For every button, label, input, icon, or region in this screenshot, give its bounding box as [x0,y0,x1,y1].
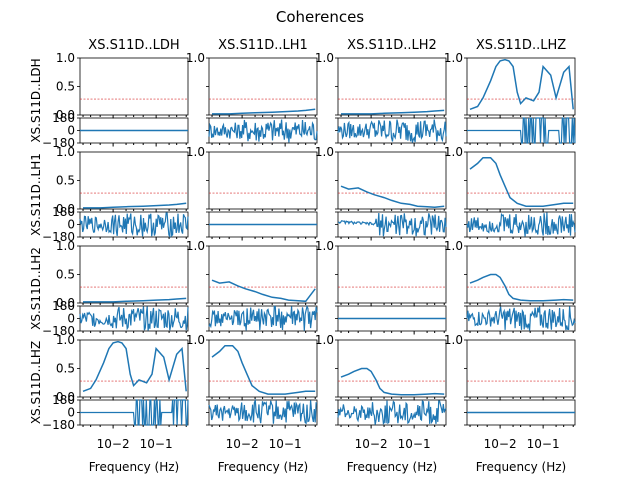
xlabel-xs-s11d-ldh: Frequency (Hz) [89,460,180,474]
coh-ytick-label-xs-s11d-lh1-vs-xs-s11d-ldh: 1.0 [56,145,75,159]
xtick-label-xs-s11d-lh1: 10−1 [269,437,302,451]
coherence-axes-xs-s11d-lhz-vs-xs-s11d-lhz [466,339,576,398]
coh-ytick-label-xs-s11d-lh2-vs-xs-s11d-ldh: 0.0 [56,296,75,310]
coherence-line-xs-s11d-lh1-vs-xs-s11d-lh2 [340,185,445,209]
phase-line-xs-s11d-ldh-vs-xs-s11d-lhz [467,117,576,144]
coh-ytick-label-xs-s11d-lh1-vs-xs-s11d-ldh: 0.0 [56,202,75,216]
phase-line-xs-s11d-lhz-vs-xs-s11d-lh2 [337,400,447,425]
phase-ytick-label-xs-s11d-lh1-vs-xs-s11d-ldh: 180 [52,205,75,219]
phase-ytick-label-xs-s11d-lh2-vs-xs-s11d-ldh: 0 [67,312,75,326]
xtick-label-xs-s11d-lh2: 10−2 [355,437,388,451]
coh-ytick-label-xs-s11d-lh1-vs-xs-s11d-lh1: 1.0 [186,145,205,159]
phase-line-xs-s11d-lh2-vs-xs-s11d-ldh [79,306,189,331]
phase-ytick-label-xs-s11d-lh1-vs-xs-s11d-ldh: 0 [67,218,75,232]
coherence-line-xs-s11d-ldh-vs-xs-s11d-lh2 [341,109,445,115]
phase-ytick-label-xs-s11d-lh2-vs-xs-s11d-ldh: 180 [52,299,75,313]
coherence-axes-xs-s11d-ldh-vs-xs-s11d-lh2 [337,57,447,116]
phase-line-xs-s11d-lh1-vs-xs-s11d-ldh [79,212,189,239]
coherence-axes-xs-s11d-lhz-vs-xs-s11d-ldh [79,339,189,398]
row-label-xs-s11d-lhz: XS.S11D..LHZ [29,341,43,424]
coh-ytick-label-xs-s11d-ldh-vs-xs-s11d-lh2: 1.0 [315,51,334,65]
coh-ytick-label-xs-s11d-lhz-vs-xs-s11d-lh2: 1.0 [315,333,334,347]
phase-line-xs-s11d-ldh-vs-xs-s11d-lh1 [208,119,318,143]
xtick-label-xs-s11d-ldh: 10−2 [97,437,130,451]
coh-ytick-label-xs-s11d-lh1-vs-xs-s11d-lhz: 1.0 [444,145,463,159]
phase-line-xs-s11d-lh2-vs-xs-s11d-lh1 [208,304,318,331]
phase-ytick-label-xs-s11d-ldh-vs-xs-s11d-ldh: 0 [67,124,75,138]
coh-ytick-label-xs-s11d-ldh-vs-xs-s11d-lh1: 1.0 [186,51,205,65]
coherence-axes-xs-s11d-lh1-vs-xs-s11d-lh2 [337,151,447,210]
phase-ytick-label-xs-s11d-lh2-vs-xs-s11d-ldh: −180 [42,324,75,338]
figure-title: Coherences [276,8,364,26]
phase-line-xs-s11d-lhz-vs-xs-s11d-lh1 [208,398,318,425]
coh-ytick-label-xs-s11d-lhz-vs-xs-s11d-ldh: 1.0 [56,333,75,347]
coherence-axes-xs-s11d-lhz-vs-xs-s11d-lh1 [208,339,318,398]
row-label-xs-s11d-ldh: XS.S11D..LDH [29,58,43,142]
coherence-axes-xs-s11d-lh1-vs-xs-s11d-lh1 [208,151,318,210]
phase-ytick-label-xs-s11d-lhz-vs-xs-s11d-ldh: −180 [42,418,75,432]
column-title-xs-s11d-lhz: XS.S11D..LHZ [476,38,566,53]
coh-ytick-label-xs-s11d-lhz-vs-xs-s11d-ldh: 0.0 [56,390,75,404]
coherence-line-xs-s11d-ldh-vs-xs-s11d-lh1 [212,108,316,115]
coherence-axes-xs-s11d-lh1-vs-xs-s11d-ldh [79,151,189,210]
xlabel-xs-s11d-lh1: Frequency (Hz) [218,460,309,474]
coh-ytick-label-xs-s11d-lh1-vs-xs-s11d-ldh: 0.5 [56,174,75,188]
coherence-line-xs-s11d-lh1-vs-xs-s11d-lhz [469,156,574,207]
coherence-line-xs-s11d-lh2-vs-xs-s11d-lhz [469,273,574,302]
xlabel-xs-s11d-lhz: Frequency (Hz) [476,460,567,474]
coherence-line-xs-s11d-lhz-vs-xs-s11d-ldh [82,340,187,393]
coh-ytick-label-xs-s11d-lhz-vs-xs-s11d-lh1: 1.0 [186,333,205,347]
coherence-axes-xs-s11d-lh2-vs-xs-s11d-lh1 [208,245,318,304]
row-label-xs-s11d-lh2: XS.S11D..LH2 [29,247,43,330]
column-title-xs-s11d-lh2: XS.S11D..LH2 [347,38,437,53]
xtick-label-xs-s11d-lhz: 10−2 [484,437,517,451]
coherence-axes-xs-s11d-lhz-vs-xs-s11d-lh2 [337,339,447,398]
xtick-label-xs-s11d-lh2: 10−1 [398,437,431,451]
coh-ytick-label-xs-s11d-lh2-vs-xs-s11d-ldh: 0.5 [56,268,75,282]
coh-ytick-label-xs-s11d-lh2-vs-xs-s11d-lh2: 1.0 [315,239,334,253]
coherence-axes-xs-s11d-lh2-vs-xs-s11d-lh2 [337,245,447,304]
xtick-label-xs-s11d-lh1: 10−2 [226,437,259,451]
xlabel-xs-s11d-lh2: Frequency (Hz) [347,460,438,474]
coherence-line-xs-s11d-ldh-vs-xs-s11d-lhz [469,58,574,111]
phase-line-xs-s11d-lhz-vs-xs-s11d-ldh [80,399,189,426]
coherence-line-xs-s11d-lhz-vs-xs-s11d-lh2 [340,367,445,396]
row-label-xs-s11d-lh1: XS.S11D..LH1 [29,153,43,236]
coherence-line-xs-s11d-lh1-vs-xs-s11d-ldh [83,202,187,209]
xtick-label-xs-s11d-ldh: 10−1 [140,437,173,451]
phase-line-xs-s11d-lh2-vs-xs-s11d-lhz [466,306,576,331]
coh-ytick-label-xs-s11d-lh2-vs-xs-s11d-lh1: 1.0 [186,239,205,253]
coherence-line-xs-s11d-lh2-vs-xs-s11d-ldh [83,297,187,303]
phase-ytick-label-xs-s11d-lhz-vs-xs-s11d-ldh: 180 [52,393,75,407]
coh-ytick-label-xs-s11d-lhz-vs-xs-s11d-ldh: 0.5 [56,362,75,376]
column-title-xs-s11d-lh1: XS.S11D..LH1 [218,38,308,53]
phase-line-xs-s11d-ldh-vs-xs-s11d-lh2 [337,119,447,143]
coherence-axes-xs-s11d-lh2-vs-xs-s11d-lhz [466,245,576,304]
coherence-axes-xs-s11d-lh1-vs-xs-s11d-lhz [466,151,576,210]
phase-ytick-label-xs-s11d-ldh-vs-xs-s11d-ldh: 180 [52,111,75,125]
coherence-axes-xs-s11d-lh2-vs-xs-s11d-ldh [79,245,189,304]
coh-ytick-label-xs-s11d-ldh-vs-xs-s11d-ldh: 1.0 [56,51,75,65]
coh-ytick-label-xs-s11d-lhz-vs-xs-s11d-lhz: 1.0 [444,333,463,347]
coh-ytick-label-xs-s11d-ldh-vs-xs-s11d-ldh: 0.5 [56,80,75,94]
coherence-line-xs-s11d-lh2-vs-xs-s11d-lh1 [211,279,316,303]
xtick-label-xs-s11d-lhz: 10−1 [527,437,560,451]
coh-ytick-label-xs-s11d-lh2-vs-xs-s11d-lhz: 1.0 [444,239,463,253]
phase-ytick-label-xs-s11d-ldh-vs-xs-s11d-ldh: −180 [42,136,75,150]
coherence-axes-xs-s11d-ldh-vs-xs-s11d-lh1 [208,57,318,116]
coh-ytick-label-xs-s11d-ldh-vs-xs-s11d-lhz: 1.0 [444,51,463,65]
phase-line-xs-s11d-lh1-vs-xs-s11d-lhz [466,212,576,237]
column-title-xs-s11d-ldh: XS.S11D..LDH [88,38,179,53]
phase-line-xs-s11d-lh1-vs-xs-s11d-lh2 [337,212,447,237]
coh-ytick-label-xs-s11d-lh1-vs-xs-s11d-lh2: 1.0 [315,145,334,159]
phase-ytick-label-xs-s11d-lhz-vs-xs-s11d-ldh: 0 [67,406,75,420]
coherence-line-xs-s11d-lhz-vs-xs-s11d-lh1 [211,344,316,395]
coh-ytick-label-xs-s11d-ldh-vs-xs-s11d-ldh: 0.0 [56,108,75,122]
coherence-axes-xs-s11d-ldh-vs-xs-s11d-ldh [79,57,189,116]
coh-ytick-label-xs-s11d-lh2-vs-xs-s11d-ldh: 1.0 [56,239,75,253]
coherence-axes-xs-s11d-ldh-vs-xs-s11d-lhz [466,57,576,116]
phase-ytick-label-xs-s11d-lh1-vs-xs-s11d-ldh: −180 [42,230,75,244]
